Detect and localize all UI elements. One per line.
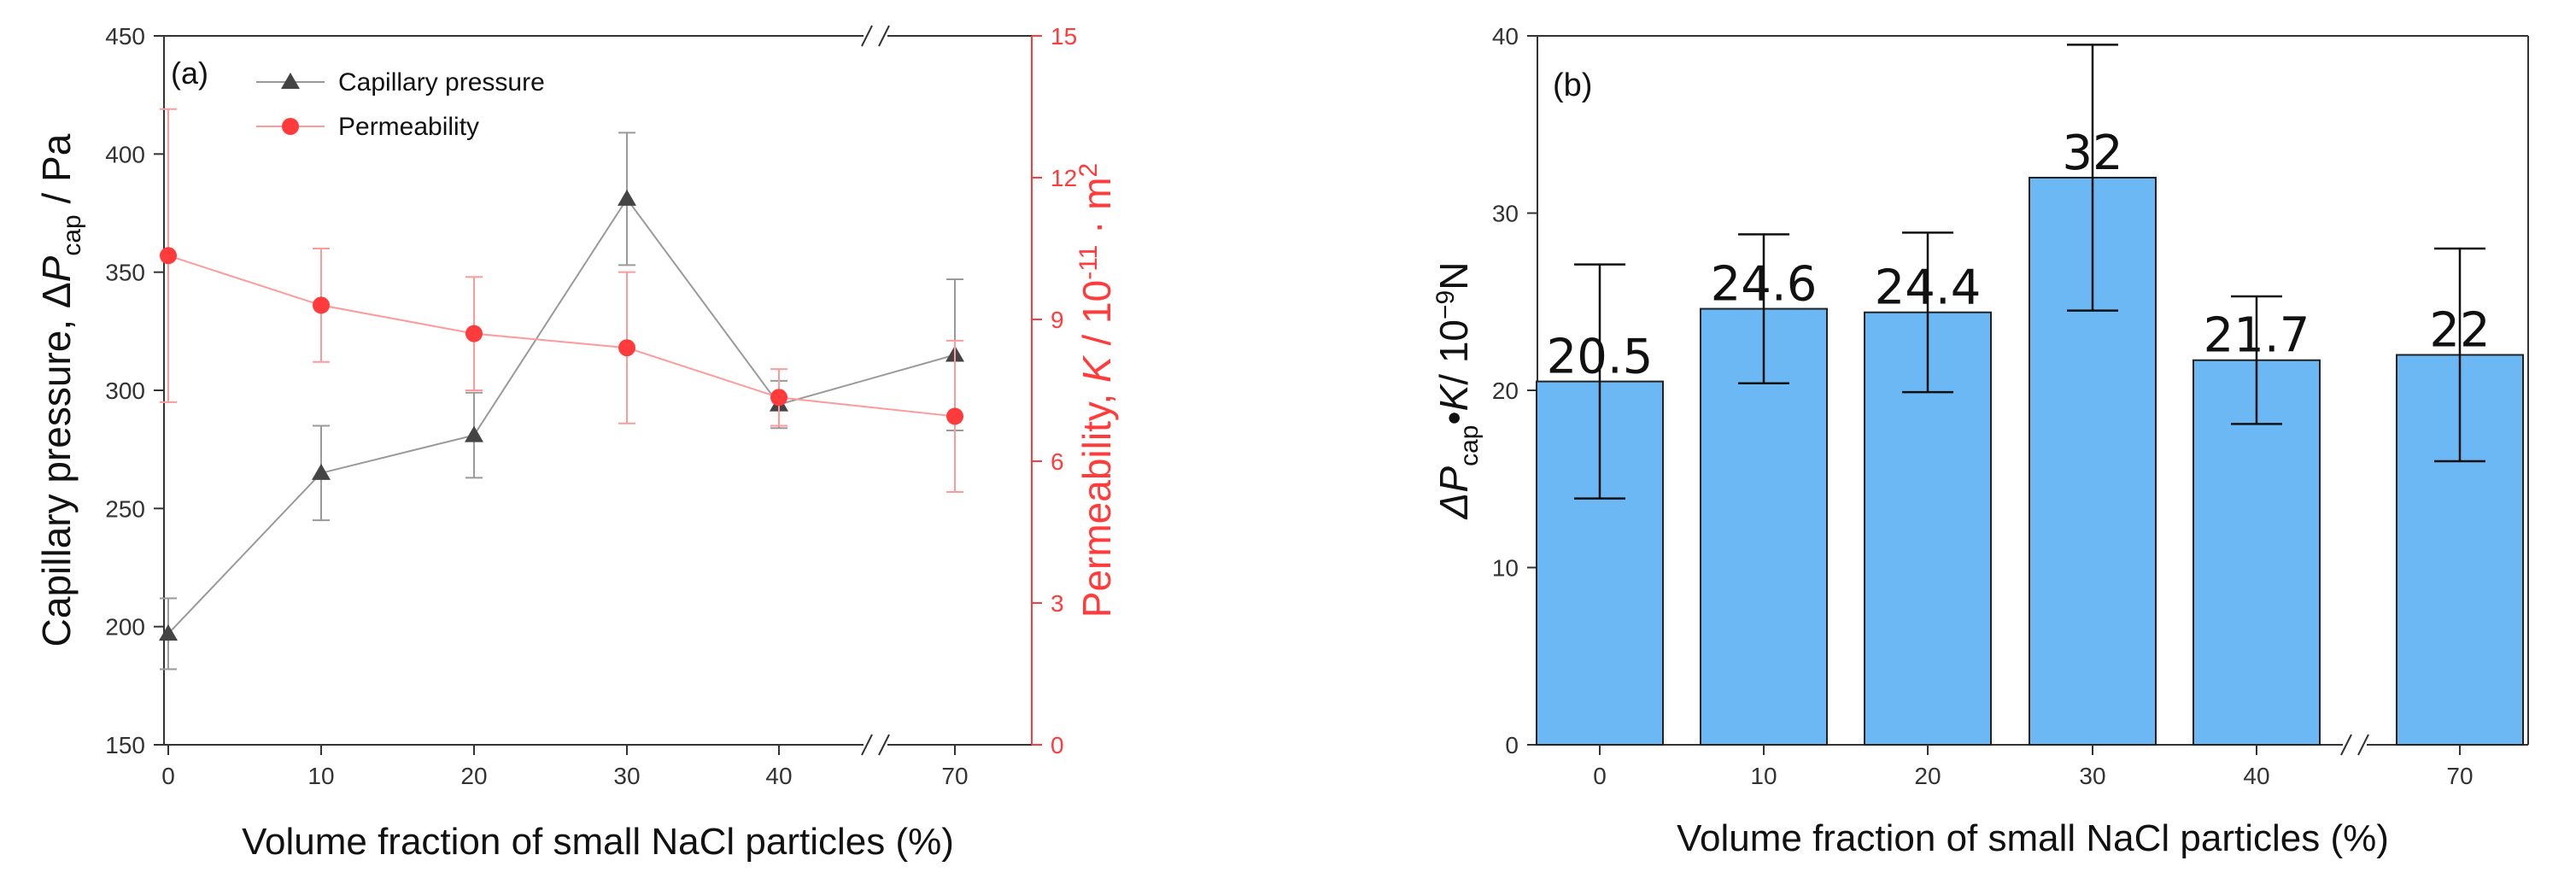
x-tick-label: 10 [1750, 763, 1777, 789]
series-capillary-pressure [159, 132, 964, 670]
x-tick-label: 0 [1593, 763, 1607, 789]
axis-break-slash [861, 25, 873, 47]
legend: Capillary pressure Permeability [256, 68, 545, 141]
y-left-axis-label: Capillary pressure, ΔPcap / Pa [34, 133, 86, 647]
y-left-tick-label: 300 [105, 378, 145, 404]
x-tick-label: 70 [2446, 763, 2473, 789]
data-point-circle [770, 389, 787, 407]
y-left-tick-label: 150 [105, 732, 145, 758]
axis-break-slash [878, 25, 890, 47]
y-tick-label: 20 [1492, 378, 1519, 404]
x-tick-label: 30 [2079, 763, 2105, 789]
x-tick-label: 30 [613, 763, 640, 789]
legend-marker-circle [282, 118, 299, 135]
data-point-triangle [312, 463, 331, 480]
data-point-triangle [618, 189, 636, 206]
series-line [167, 255, 956, 418]
data-point-circle [313, 296, 330, 314]
axis-break-slash [878, 734, 890, 756]
y-tick-label: 0 [1505, 732, 1519, 758]
axis-break-slash [861, 734, 873, 756]
x-tick-label: 0 [161, 763, 175, 789]
data-point-circle [618, 339, 635, 357]
y-tick-label: 10 [1492, 555, 1519, 582]
y-left-tick-label: 200 [105, 614, 145, 641]
axis-break-slash [2357, 734, 2369, 756]
y-right-tick-label: 3 [1051, 590, 1064, 617]
data-point-circle [160, 247, 177, 265]
y-right-tick-label: 6 [1051, 448, 1064, 475]
y-left-tick-label: 350 [105, 260, 145, 286]
x-axis-label: Volume fraction of small NaCl particles … [1677, 817, 2389, 859]
axis-break-slash [2340, 734, 2352, 756]
x-axis-label: Volume fraction of small NaCl particles … [242, 821, 954, 863]
x-tick-label: 40 [2243, 763, 2269, 789]
data-point-triangle [159, 623, 178, 641]
x-tick-label: 10 [307, 763, 334, 789]
x-tick-label: 70 [941, 763, 968, 789]
y-tick-label: 30 [1492, 201, 1519, 227]
data-point-circle [946, 407, 963, 425]
series-line [167, 197, 956, 635]
x-tick-label: 40 [765, 763, 792, 789]
x-tick-label: 20 [1914, 763, 1941, 789]
y-right-tick-label: 0 [1051, 732, 1064, 758]
y-left-tick-label: 400 [105, 141, 145, 167]
legend-marker-triangle [281, 73, 300, 89]
y-right-tick-label: 15 [1051, 23, 1077, 50]
data-point-triangle [465, 425, 483, 442]
y-left-tick-label: 450 [105, 23, 145, 50]
y-right-axis-label: Permeability, K / 10-11 · m2 [1074, 163, 1119, 618]
y-tick-label: 40 [1492, 23, 1519, 50]
y-right-tick-label: 9 [1051, 307, 1064, 333]
y-right-tick-label: 12 [1051, 165, 1077, 191]
x-tick-label: 20 [460, 763, 487, 789]
panel-label: (a) [171, 56, 208, 91]
line-break-gap [864, 470, 887, 495]
panel-label: (b) [1553, 67, 1592, 103]
y-left-tick-label: 250 [105, 495, 145, 522]
series-permeability [160, 108, 963, 493]
y-axis-label: ΔPcap•K/ 10−9N [1431, 262, 1484, 520]
legend-label: Capillary pressure [338, 68, 545, 97]
legend-label: Permeability [338, 113, 479, 141]
data-point-circle [465, 325, 483, 342]
